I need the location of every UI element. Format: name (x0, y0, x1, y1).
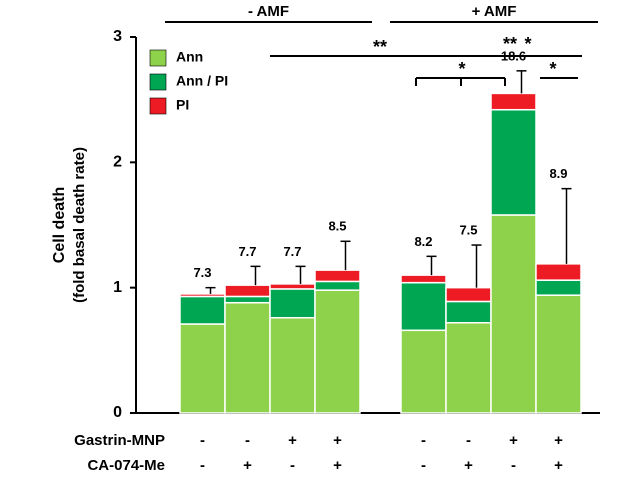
bar-segment (269, 316, 316, 414)
legend-label: Ann / PI (176, 73, 228, 89)
condition-label: Gastrin-MNP (74, 432, 165, 449)
bar-label: 8.5 (328, 219, 346, 234)
condition-sign: + (509, 432, 518, 449)
significance-label: ** (503, 34, 517, 54)
condition-sign: - (466, 432, 471, 449)
legend-swatch (149, 97, 167, 115)
bar-label: 7.7 (238, 244, 256, 259)
bar-segment (400, 329, 447, 414)
y-axis-label: (fold basal death rate) (71, 147, 88, 303)
condition-sign: - (511, 457, 516, 474)
condition-sign: + (554, 457, 563, 474)
bar-segment (400, 281, 447, 332)
bar-segment (269, 283, 316, 290)
bar-segment (445, 286, 492, 303)
y-axis-label: Cell death (51, 187, 68, 263)
condition-sign: - (421, 457, 426, 474)
condition-sign: + (288, 432, 297, 449)
condition-sign: - (200, 432, 205, 449)
bar-segment (490, 214, 537, 414)
bar-label: 7.3 (193, 265, 211, 280)
bar-segment (179, 323, 226, 414)
bar-segment (179, 295, 226, 325)
bar-segment (179, 293, 226, 298)
bar-label: 7.7 (283, 244, 301, 259)
bar-segment (314, 269, 361, 283)
legend-swatch (149, 73, 167, 91)
legend-label: PI (176, 97, 189, 113)
bar-segment (224, 301, 271, 414)
y-tick-label: 1 (113, 279, 122, 296)
condition-sign: + (554, 432, 563, 449)
y-tick-label: 0 (113, 404, 122, 421)
group-label: - AMF (248, 3, 289, 20)
bar-segment (224, 284, 271, 298)
bar-label: 8.2 (414, 234, 432, 249)
bar-segment (490, 92, 537, 111)
significance-label: * (458, 59, 465, 79)
bar-segment (314, 280, 361, 291)
group-label: + AMF (472, 3, 517, 20)
bar-segment (400, 274, 447, 284)
condition-sign: - (421, 432, 426, 449)
condition-sign: - (200, 457, 205, 474)
condition-sign: - (290, 457, 295, 474)
bar-label: 8.9 (549, 166, 567, 181)
y-tick-label: 2 (113, 154, 122, 171)
bar-segment (445, 300, 492, 324)
condition-sign: + (333, 432, 342, 449)
bar-segment (490, 108, 537, 216)
condition-label: CA-074-Me (87, 457, 165, 474)
bar-segment (445, 322, 492, 414)
bar-segment (224, 295, 271, 304)
condition-sign: - (245, 432, 250, 449)
condition-sign: + (243, 457, 252, 474)
legend-label: Ann (176, 49, 203, 65)
bar-segment (535, 294, 582, 414)
significance-label: * (549, 59, 556, 79)
bar-label: 7.5 (459, 222, 477, 237)
y-tick-label: 3 (113, 28, 122, 45)
bar-segment (535, 263, 582, 281)
significance-label: * (524, 34, 531, 54)
significance-label: ** (373, 37, 387, 57)
condition-sign: + (333, 457, 342, 474)
bar-segment (269, 288, 316, 319)
bar-segment (535, 279, 582, 296)
condition-sign: + (464, 457, 473, 474)
legend-swatch (149, 49, 167, 67)
bar-segment (314, 289, 361, 414)
